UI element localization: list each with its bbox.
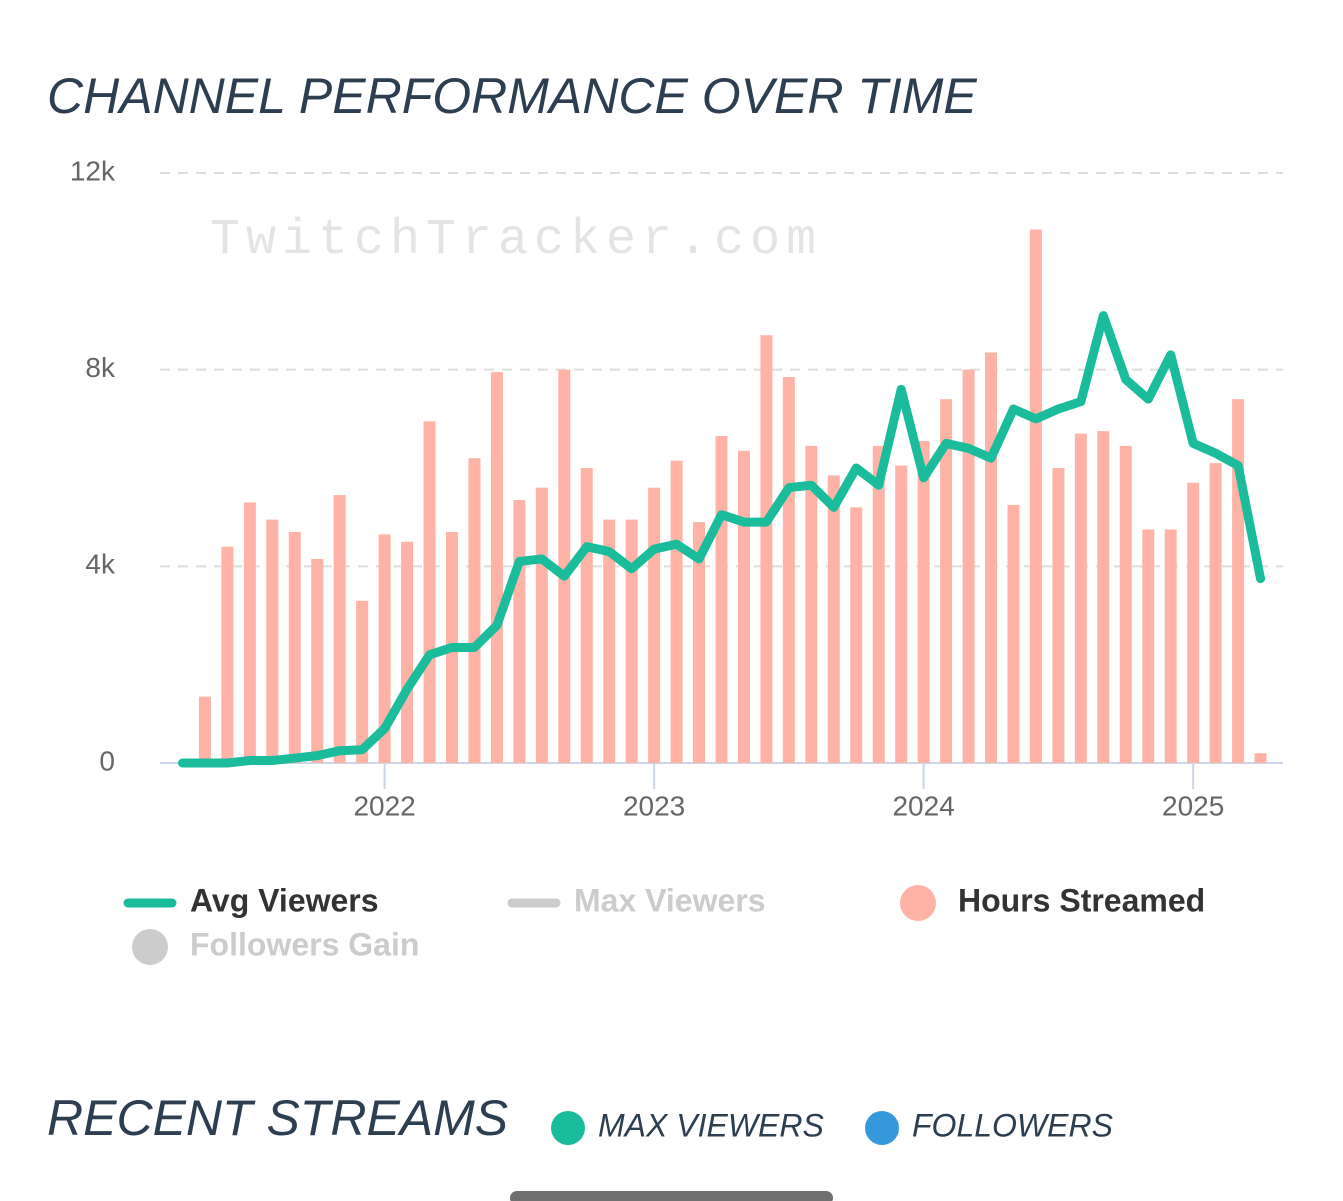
bar — [1187, 482, 1200, 763]
section-title: RECENT STREAMS — [47, 1090, 508, 1146]
legend-marker — [865, 1111, 899, 1145]
y-tick-label: 0 — [99, 745, 115, 776]
x-tick-label: 2025 — [1162, 790, 1224, 821]
bar — [737, 450, 750, 763]
x-tick-label: 2023 — [623, 790, 685, 821]
legend-label[interactable]: Hours Streamed — [958, 882, 1205, 918]
x-tick-label: 2022 — [353, 790, 415, 821]
bar — [580, 468, 593, 763]
bar — [1142, 529, 1155, 763]
bar — [513, 499, 526, 763]
legend-label[interactable]: Avg Viewers — [190, 882, 379, 918]
legend-marker — [132, 929, 168, 965]
bar — [715, 436, 728, 763]
bar — [333, 495, 346, 763]
bar — [221, 546, 234, 763]
legend-label[interactable]: MAX VIEWERS — [598, 1107, 824, 1143]
bar — [558, 369, 571, 763]
bar — [1007, 504, 1020, 763]
legend-label[interactable]: FOLLOWERS — [912, 1107, 1113, 1143]
bar — [1232, 399, 1245, 763]
chart-title: CHANNEL PERFORMANCE OVER TIME — [47, 68, 977, 124]
bar — [1209, 463, 1222, 763]
y-tick-label: 12k — [70, 155, 116, 186]
bar — [625, 519, 638, 763]
bar — [985, 352, 998, 763]
bar — [1029, 229, 1042, 763]
bar — [850, 507, 863, 763]
bar — [1254, 753, 1267, 763]
bar — [266, 519, 279, 763]
bar — [1119, 445, 1132, 763]
legend-label[interactable]: Followers Gain — [190, 926, 419, 962]
line — [177, 311, 1266, 768]
bar — [1074, 433, 1087, 763]
bar — [603, 519, 616, 763]
bar — [198, 696, 211, 763]
bar — [872, 445, 885, 763]
bar — [760, 335, 773, 763]
bar — [468, 458, 481, 763]
bar — [648, 487, 661, 763]
bar — [962, 369, 975, 763]
home-indicator — [510, 1191, 833, 1201]
bar — [401, 541, 414, 763]
bar — [423, 421, 436, 763]
bar — [378, 534, 391, 763]
bar — [693, 522, 706, 763]
bar — [782, 377, 795, 763]
legend-marker — [900, 885, 936, 921]
bar — [535, 487, 548, 763]
bar — [243, 502, 256, 763]
bar — [895, 465, 908, 763]
bar — [1164, 529, 1177, 763]
bar — [827, 475, 840, 763]
bar — [917, 440, 930, 763]
bar — [311, 558, 324, 763]
bar — [356, 600, 369, 763]
x-tick-label: 2024 — [892, 790, 954, 821]
bar — [490, 372, 503, 763]
legend-marker — [551, 1111, 585, 1145]
y-tick-label: 8k — [85, 352, 116, 383]
bar — [288, 531, 301, 763]
bar — [1097, 431, 1110, 763]
bar — [670, 460, 683, 763]
bar — [940, 399, 953, 763]
legend-label[interactable]: Max Viewers — [574, 882, 766, 918]
y-tick-label: 4k — [85, 549, 116, 580]
bar — [805, 445, 818, 763]
watermark: TwitchTracker.com — [210, 212, 822, 269]
bar — [1052, 468, 1065, 763]
